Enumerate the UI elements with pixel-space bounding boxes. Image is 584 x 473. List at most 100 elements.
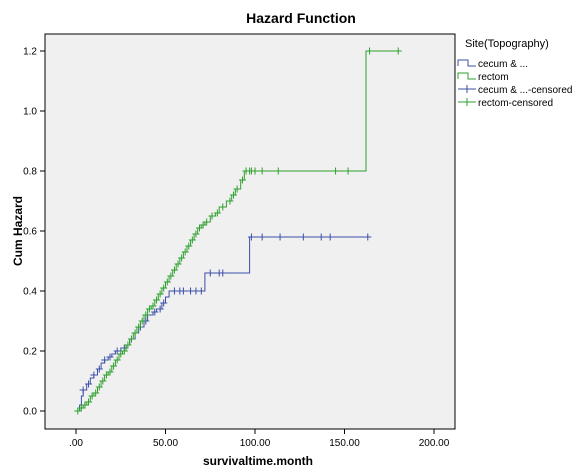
x-tick-label: 50.00 — [153, 438, 178, 449]
censored-marker — [251, 167, 259, 175]
censored-marker — [74, 407, 82, 415]
legend-swatch-line — [457, 59, 476, 67]
censored-marker — [233, 185, 241, 193]
censored-marker — [276, 233, 284, 241]
y-axis: 0.0 0.2 0.4 0.6 0.8 1.0 1.2 — [23, 47, 45, 418]
censored-marker — [145, 305, 153, 313]
censored-marker — [178, 254, 186, 262]
censored-marker — [238, 176, 246, 184]
chart-title: Hazard Function — [246, 10, 356, 26]
x-axis: .00 50.00 100.00 150.00 200.00 — [69, 429, 450, 449]
censored-marker — [127, 335, 135, 343]
legend-swatch-marker — [458, 85, 476, 93]
censored-marker — [185, 242, 193, 250]
censored-marker — [394, 47, 402, 55]
legend-title: Site(Topography) — [465, 38, 549, 50]
y-tick-label: 0.4 — [23, 287, 37, 298]
censored-marker — [206, 269, 214, 277]
censored-marker — [230, 191, 238, 199]
legend-entry-label: rectom-censored — [478, 98, 553, 109]
censored-marker — [101, 356, 109, 364]
legend-entry-label: cecum & ...-censored — [478, 85, 572, 96]
censored-marker — [151, 308, 159, 316]
censored-marker — [274, 167, 282, 175]
censored-marker — [138, 317, 146, 325]
x-tick-label: 100.00 — [240, 438, 271, 449]
y-tick-label: 1.2 — [23, 47, 37, 58]
censored-marker — [317, 233, 325, 241]
censored-marker — [117, 350, 125, 358]
censored-marker — [95, 365, 103, 373]
censored-marker — [79, 386, 87, 394]
censored-marker — [326, 233, 334, 241]
censored-marker — [199, 221, 207, 229]
censored-marker — [219, 269, 227, 277]
censored-marker — [153, 296, 161, 304]
censored-marker — [160, 284, 168, 292]
censored-marker — [110, 362, 118, 370]
censored-marker — [179, 287, 187, 295]
censored-marker — [366, 47, 374, 55]
censored-marker — [203, 218, 211, 226]
censored-marker — [188, 236, 196, 244]
censored-marker — [113, 347, 121, 355]
x-tick-label: 200.00 — [419, 438, 450, 449]
censored-marker — [192, 230, 200, 238]
plot-area — [44, 33, 456, 430]
censored-marker — [167, 272, 175, 280]
censored-marker — [170, 266, 178, 274]
censored-marker — [160, 299, 168, 307]
censored-marker — [196, 224, 204, 232]
censored-marker — [247, 233, 255, 241]
censored-marker — [99, 377, 107, 385]
censored-marker — [106, 353, 114, 361]
censored-marker — [181, 248, 189, 256]
censored-marker — [142, 311, 150, 319]
legend-entry-label: cecum & ... — [478, 59, 528, 70]
censored-marker — [149, 302, 157, 310]
x-axis-label: survivaltime.month — [203, 454, 313, 468]
censored-marker — [258, 167, 266, 175]
x-tick-label: 150.00 — [329, 438, 360, 449]
censored-marker — [213, 209, 221, 217]
censored-marker — [77, 404, 85, 412]
censored-marker — [113, 356, 121, 364]
censored-marker — [174, 260, 182, 268]
censored-marker — [85, 380, 93, 388]
legend-swatch-marker — [458, 98, 476, 106]
y-tick-label: 0.2 — [23, 347, 37, 358]
censored-marker — [226, 197, 234, 205]
censored-marker — [364, 233, 372, 241]
censored-marker — [344, 167, 352, 175]
censored-marker — [332, 167, 340, 175]
legend-swatch-line — [457, 72, 476, 80]
censored-marker — [208, 212, 216, 220]
x-tick-label: .00 — [69, 438, 83, 449]
censored-marker — [90, 371, 98, 379]
censored-marker — [124, 341, 132, 349]
censored-marker — [95, 383, 103, 391]
censored-marker — [299, 233, 307, 241]
legend-entry-label: rectom — [478, 72, 509, 83]
censored-marker — [85, 398, 93, 406]
censored-marker — [219, 203, 227, 211]
censored-marker — [120, 347, 128, 355]
y-tick-label: 0.8 — [23, 167, 37, 178]
censored-marker — [102, 371, 110, 379]
censored-marker — [131, 329, 139, 337]
legend: Site(Topography) cecum & ... rectom cecum … — [457, 38, 572, 109]
censored-marker — [163, 278, 171, 286]
y-tick-label: 0.6 — [23, 227, 37, 238]
y-tick-label: 0.0 — [23, 407, 37, 418]
censored-marker — [106, 368, 114, 376]
y-axis-label: Cum Hazard — [11, 196, 25, 266]
censored-marker — [156, 290, 164, 298]
censored-marker — [156, 305, 164, 313]
censored-marker — [81, 401, 89, 409]
censored-marker — [258, 233, 266, 241]
censored-marker — [88, 392, 96, 400]
censored-marker — [135, 323, 143, 331]
y-tick-label: 1.0 — [23, 107, 37, 118]
censored-marker — [92, 389, 100, 397]
